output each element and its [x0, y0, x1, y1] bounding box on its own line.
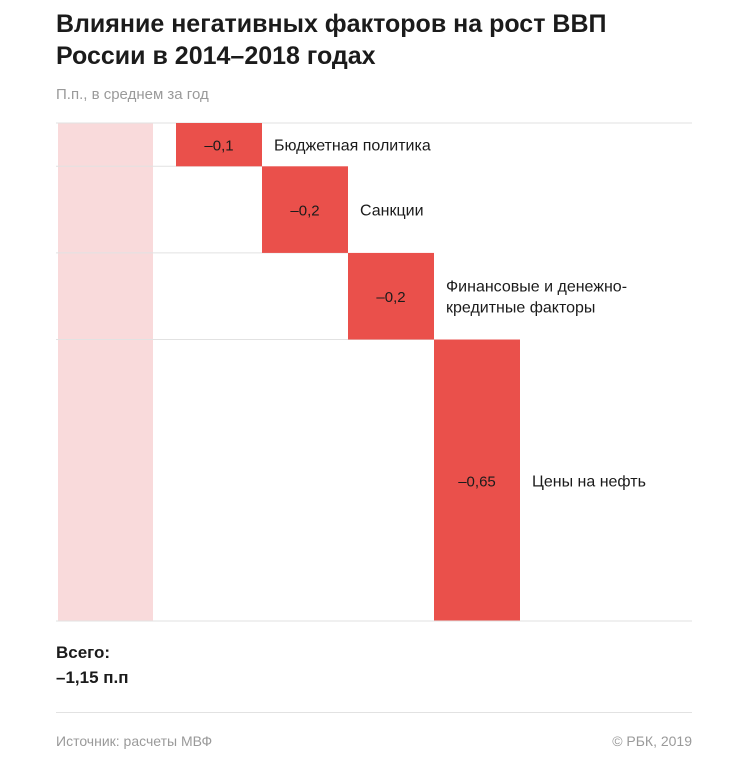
bar [348, 252, 434, 340]
bar-value-label: –0,2 [376, 289, 405, 306]
category-label: Финансовые и денежно- [446, 279, 627, 296]
bar [262, 166, 348, 253]
waterfall-chart: –0,1 Бюджетная политика –0,2 Санкции –0,2 Фин… [56, 122, 692, 622]
bar [176, 123, 262, 167]
bar-value-label: –0,2 [290, 203, 319, 220]
chart-title: Влияние негативных факторов на рост ВВП … [56, 10, 607, 70]
source-note: Источник: расчеты МВФ [56, 733, 213, 749]
category-label: Бюджетная политика [274, 138, 431, 155]
category-label: Цены на нефть [532, 473, 646, 490]
category-label: Санкции [360, 203, 424, 220]
category-label: кредитные факторы [446, 300, 595, 317]
total-label: Всего: [56, 643, 111, 662]
bar [434, 339, 520, 621]
copyright: © РБК, 2019 [612, 733, 692, 749]
bar-value-label: –0,1 [204, 138, 233, 155]
chart-subtitle: П.п., в среднем за год [56, 86, 209, 103]
total-value: –1,15 п.п [56, 668, 129, 687]
total-bar [58, 123, 153, 621]
bar-value-label: –0,65 [458, 473, 496, 490]
footer-divider [56, 712, 692, 713]
